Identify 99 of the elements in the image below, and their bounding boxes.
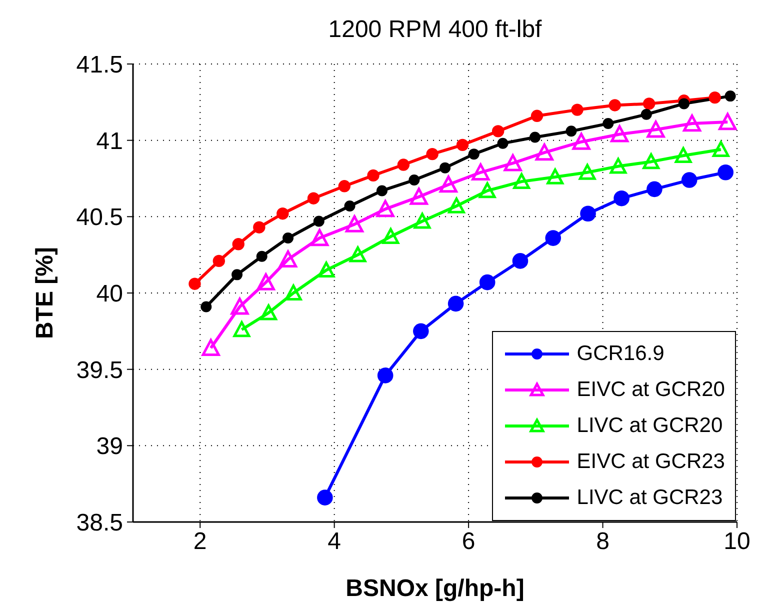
point xyxy=(468,148,480,160)
point xyxy=(212,254,225,268)
point xyxy=(718,164,734,180)
point xyxy=(256,250,268,262)
point xyxy=(546,168,564,184)
point xyxy=(448,198,465,214)
point xyxy=(260,304,278,320)
point xyxy=(578,164,596,180)
legend-label: EIVC at GCR23 xyxy=(576,450,725,474)
x-tick-label: 4 xyxy=(328,528,342,556)
point xyxy=(718,112,737,130)
point xyxy=(497,138,508,149)
point xyxy=(376,200,394,218)
point xyxy=(345,215,364,232)
x-tick-label: 6 xyxy=(462,528,476,556)
point xyxy=(580,206,596,222)
x-tick-label: 2 xyxy=(193,528,207,556)
y-axis-title: BTE [%] xyxy=(32,247,59,339)
point xyxy=(367,169,380,182)
point xyxy=(472,163,490,180)
point xyxy=(646,181,662,198)
point xyxy=(456,138,469,152)
point xyxy=(233,321,250,338)
point xyxy=(253,221,266,234)
point xyxy=(610,125,629,142)
point xyxy=(608,99,621,112)
y-tick-label: 40.5 xyxy=(76,204,123,232)
point xyxy=(545,230,562,246)
point xyxy=(307,192,320,204)
point xyxy=(513,173,530,190)
legend-label: LIVC at GCR23 xyxy=(576,486,723,510)
point xyxy=(344,200,356,212)
point xyxy=(439,176,458,193)
point xyxy=(712,141,730,157)
point xyxy=(504,154,522,172)
point xyxy=(349,246,366,262)
point xyxy=(492,125,504,138)
point xyxy=(382,228,400,244)
legend-label: EIVC at GCR20 xyxy=(576,378,725,402)
point xyxy=(512,253,528,269)
point xyxy=(602,118,614,130)
point xyxy=(571,104,584,116)
y-tick-label: 41 xyxy=(96,128,123,155)
point xyxy=(440,162,451,174)
y-tick-label: 39.5 xyxy=(76,356,123,384)
x-tick-label: 8 xyxy=(596,528,610,556)
point xyxy=(256,273,275,290)
point xyxy=(610,158,627,174)
point xyxy=(479,274,496,290)
point xyxy=(376,185,388,196)
point xyxy=(646,120,665,138)
point xyxy=(282,232,294,244)
point xyxy=(642,98,656,110)
legend-label: LIVC at GCR20 xyxy=(576,414,723,438)
point xyxy=(478,182,496,198)
point xyxy=(708,91,721,104)
point xyxy=(232,238,244,250)
point xyxy=(188,278,201,290)
y-tick-label: 40 xyxy=(96,280,123,308)
point xyxy=(313,216,324,227)
point xyxy=(448,296,464,312)
point xyxy=(681,172,698,188)
point xyxy=(276,208,289,220)
point xyxy=(572,132,590,150)
point xyxy=(413,323,429,340)
point xyxy=(682,114,702,132)
point xyxy=(310,228,329,246)
point xyxy=(642,153,660,170)
point xyxy=(640,108,652,120)
y-tick-label: 39 xyxy=(96,433,123,460)
point xyxy=(414,212,431,229)
point xyxy=(529,132,540,143)
point xyxy=(397,158,410,171)
point xyxy=(426,148,438,160)
point xyxy=(338,180,350,192)
point xyxy=(278,250,298,268)
point xyxy=(318,262,335,278)
y-tick-label: 41.5 xyxy=(76,52,123,79)
point xyxy=(284,284,302,300)
point xyxy=(230,298,249,315)
point xyxy=(724,90,736,102)
point xyxy=(317,490,333,506)
point xyxy=(408,174,420,186)
point xyxy=(232,269,243,280)
x-tick-label: 10 xyxy=(724,528,750,556)
legend-label: GCR16.9 xyxy=(576,342,664,366)
point xyxy=(614,190,630,206)
chart-title: 1200 RPM 400 ft-lbf xyxy=(327,16,543,44)
point xyxy=(377,368,394,384)
point xyxy=(530,110,544,122)
y-tick-label: 38.5 xyxy=(76,510,123,537)
point xyxy=(410,188,428,205)
point xyxy=(678,98,690,110)
point xyxy=(200,301,212,312)
point xyxy=(535,143,554,161)
x-axis-title: BSNOx [g/hp-h] xyxy=(346,575,524,602)
point xyxy=(566,126,577,137)
point xyxy=(202,338,220,356)
point xyxy=(674,147,692,164)
